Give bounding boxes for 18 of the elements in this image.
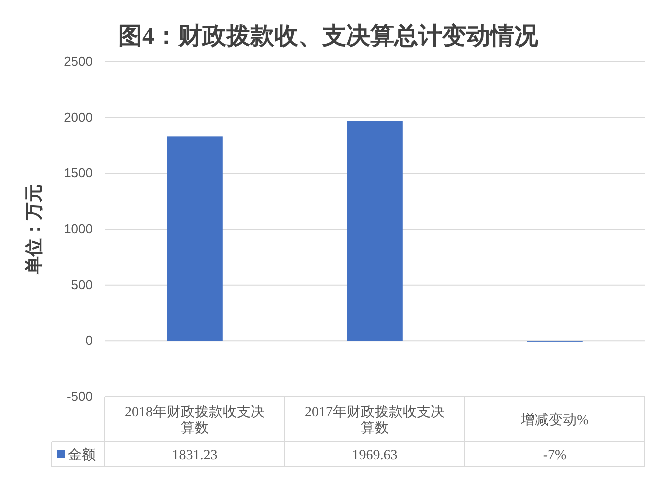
legend-label: 金额 bbox=[68, 448, 96, 464]
data-label: 1831.23 bbox=[172, 448, 218, 464]
x-tick-label: 增减变动% bbox=[520, 412, 590, 428]
data-label: 1969.63 bbox=[352, 448, 398, 464]
x-tick-label: 2018年财政拨款收支决算数 bbox=[125, 404, 265, 436]
bar bbox=[167, 136, 223, 342]
y-tick-label: 0 bbox=[86, 333, 93, 348]
bar bbox=[347, 121, 403, 342]
y-axis-title: 单位：万元 bbox=[24, 184, 44, 276]
chart-title: 图4：财政拨款收、支决算总计变动情况 bbox=[118, 23, 540, 50]
data-label: -7% bbox=[543, 448, 567, 464]
y-tick-label: -500 bbox=[66, 389, 93, 404]
x-tick-label: 2017年财政拨款收支决算数 bbox=[305, 404, 445, 436]
y-tick-label: 500 bbox=[71, 277, 93, 292]
y-tick-label: 1000 bbox=[64, 222, 93, 236]
y-tick-label: 2000 bbox=[64, 110, 93, 125]
y-tick-label: 1500 bbox=[64, 166, 93, 181]
y-tick-label: 2500 bbox=[64, 54, 93, 69]
